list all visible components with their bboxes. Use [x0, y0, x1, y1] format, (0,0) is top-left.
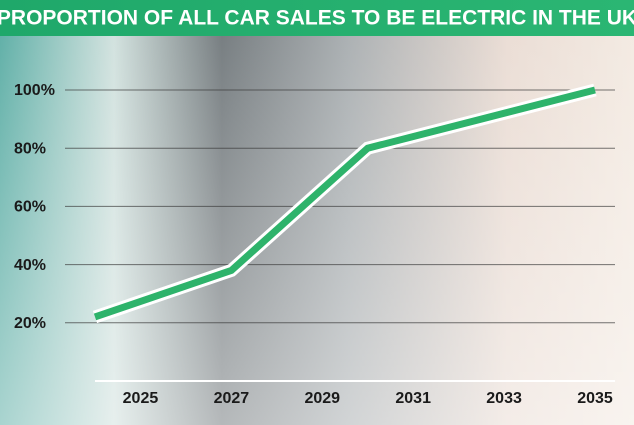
x-tick-label: 2027 [214, 390, 250, 407]
x-tick-label: 2031 [395, 390, 431, 407]
y-tick-label: 80% [14, 140, 46, 157]
y-tick-label: 60% [14, 199, 46, 216]
x-tick-label: 2035 [577, 390, 613, 407]
line [93, 86, 596, 321]
y-tick-label: 20% [14, 315, 46, 332]
x-tick-label: 2025 [123, 390, 159, 407]
x-tick-label: 2033 [486, 390, 522, 407]
y-tick-label: 40% [14, 257, 46, 274]
chart-title: PROPORTION OF ALL CAR SALES TO BE ELECTR… [0, 7, 634, 30]
y-tick-label: 100% [14, 82, 55, 99]
x-tick-label: 2029 [304, 390, 340, 407]
title-bar [0, 0, 634, 36]
